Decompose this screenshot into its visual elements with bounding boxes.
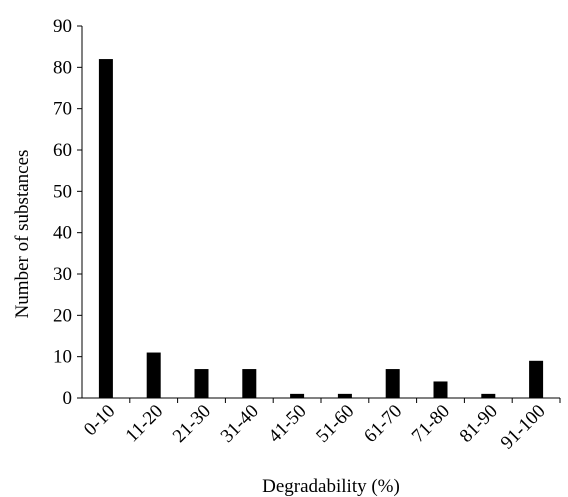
bar-51-60 bbox=[337, 393, 352, 398]
bar-21-30 bbox=[194, 369, 209, 398]
bar-41-50 bbox=[290, 393, 305, 398]
bar-71-80 bbox=[433, 381, 448, 398]
y-tick-label: 10 bbox=[53, 347, 72, 368]
x-tick-label: 41-50 bbox=[264, 401, 310, 447]
x-tick-label: 91-100 bbox=[497, 401, 550, 454]
bar-31-40 bbox=[242, 369, 257, 398]
y-tick-label: 80 bbox=[53, 57, 72, 78]
bar-81-90 bbox=[481, 393, 496, 398]
x-axis-ticks: 0-10 11-20 21-30 31-40 41-50 51-60 61-70 71-80 8… bbox=[80, 398, 561, 454]
x-tick-label: 51-60 bbox=[312, 401, 358, 447]
x-axis-title: Degradability (%) bbox=[262, 476, 400, 497]
bar-0-10 bbox=[98, 59, 113, 399]
y-tick-label: 30 bbox=[53, 264, 72, 285]
bar-61-70 bbox=[385, 369, 400, 398]
y-tick-label: 70 bbox=[53, 99, 72, 120]
bars bbox=[98, 59, 544, 399]
x-tick-label: 61-70 bbox=[360, 401, 406, 447]
y-tick-label: 90 bbox=[53, 16, 72, 37]
y-tick-label: 20 bbox=[53, 305, 72, 326]
y-tick-label: 50 bbox=[53, 181, 72, 202]
y-tick-label: 0 bbox=[63, 388, 73, 409]
y-axis-title: Number of substances bbox=[12, 150, 33, 319]
y-tick-label: 60 bbox=[53, 140, 72, 161]
x-tick-label: 81-90 bbox=[456, 401, 502, 447]
x-tick-label: 11-20 bbox=[122, 401, 168, 447]
x-tick-label: 21-30 bbox=[169, 401, 215, 447]
bar-91-100 bbox=[529, 360, 544, 398]
x-tick-label: 31-40 bbox=[217, 401, 263, 447]
x-tick-label: 71-80 bbox=[408, 401, 454, 447]
y-tick-label: 40 bbox=[53, 223, 72, 244]
bar-11-20 bbox=[146, 352, 161, 398]
x-tick-label: 0-10 bbox=[80, 401, 119, 440]
y-axis-ticks: 0 10 20 30 40 50 60 70 80 90 bbox=[53, 16, 82, 409]
